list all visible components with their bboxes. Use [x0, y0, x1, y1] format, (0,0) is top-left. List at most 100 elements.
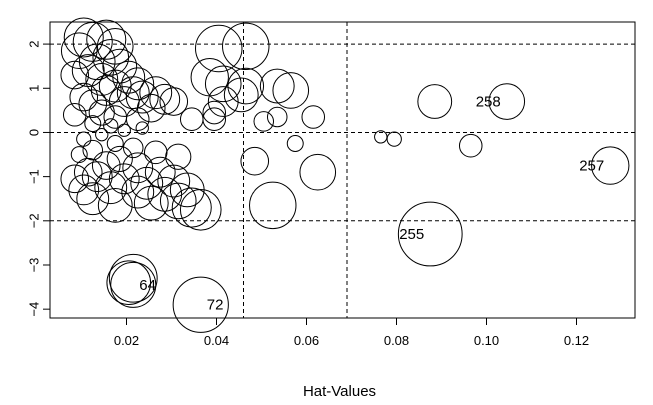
data-bubble: [139, 76, 173, 110]
data-bubble: [172, 276, 229, 333]
data-bubble: [108, 253, 158, 303]
data-bubble: [106, 145, 133, 173]
data-bubble: [92, 39, 130, 76]
data-bubble: [110, 261, 157, 308]
data-bubble: [60, 164, 90, 194]
data-bubble: [78, 89, 108, 119]
data-bubble: [286, 135, 304, 152]
y-tick-label: 1: [27, 85, 42, 92]
data-bubble: [130, 166, 164, 200]
data-bubble: [144, 156, 176, 188]
data-bubble: [121, 175, 155, 209]
data-bubble: [179, 107, 204, 131]
y-tick-label: −2: [27, 213, 42, 228]
data-bubble: [106, 135, 124, 152]
data-bubble: [157, 164, 191, 198]
data-bubble: [223, 77, 259, 113]
data-bubble: [76, 131, 92, 147]
data-bubble: [135, 121, 149, 135]
y-tick-label: −1: [27, 169, 42, 184]
point-label: 64: [139, 277, 156, 294]
x-tick-label: 0.02: [114, 333, 139, 348]
data-bubble: [84, 115, 102, 133]
point-label: 257: [579, 158, 604, 175]
x-axis-title: Hat-Values: [303, 383, 376, 400]
data-bubble: [301, 105, 326, 129]
data-bubble: [458, 133, 483, 158]
data-bubble: [121, 67, 155, 101]
data-bubble: [63, 17, 104, 58]
data-bubble: [171, 187, 212, 228]
data-bubble: [227, 67, 265, 105]
data-bubble: [117, 123, 131, 137]
data-bubble: [374, 130, 388, 144]
x-tick-label: 0.08: [384, 333, 409, 348]
data-bubble: [488, 83, 526, 120]
data-bubble: [591, 146, 630, 185]
data-bubble: [73, 157, 103, 187]
x-tick-label: 0.12: [564, 333, 589, 348]
data-bubble: [179, 188, 222, 231]
data-bubble: [204, 65, 242, 103]
data-bubble: [68, 174, 100, 206]
data-bubble: [417, 84, 453, 119]
data-bubble: [60, 32, 98, 70]
data-bubble: [272, 72, 310, 109]
data-bubble: [253, 111, 275, 132]
data-bubble: [60, 60, 90, 90]
data-bubble: [103, 118, 119, 134]
data-bubble: [259, 68, 295, 104]
data-bubble: [125, 107, 150, 131]
data-bubble: [108, 163, 140, 195]
data-bubble: [299, 153, 337, 191]
data-bubble: [165, 143, 192, 170]
y-axis: 2 1 0 −1 −2 −3 −4: [27, 40, 50, 317]
point-labels: 258 257 255 64 72: [139, 94, 604, 314]
data-bubble: [82, 139, 104, 161]
data-bubble: [103, 105, 128, 129]
data-bubble: [195, 24, 243, 73]
y-tick-label: −3: [27, 258, 42, 273]
data-bubble: [222, 22, 270, 71]
data-bubble: [76, 182, 110, 216]
data-bubble: [266, 106, 288, 128]
x-tick-label: 0.06: [294, 333, 319, 348]
data-bubble: [81, 161, 113, 193]
data-bubble: [159, 182, 197, 220]
data-bubble: [397, 201, 463, 267]
data-bubble: [133, 185, 169, 221]
data-bubble: [190, 58, 229, 97]
data-bubble: [202, 100, 227, 125]
data-bubble: [125, 80, 159, 114]
reference-lines: [50, 22, 635, 318]
x-tick-label: 0.10: [474, 333, 499, 348]
data-bubble: [122, 152, 154, 184]
data-bubble: [95, 127, 109, 142]
data-bubble: [122, 137, 144, 159]
data-bubble: [106, 260, 152, 305]
data-bubble: [70, 146, 88, 164]
data-bubble: [249, 181, 297, 230]
data-bubble: [69, 82, 99, 112]
bubbles: [60, 17, 630, 333]
plot-frame: [49, 21, 636, 319]
data-bubble: [207, 86, 239, 117]
data-bubble: [159, 87, 189, 116]
data-bubble: [97, 187, 133, 223]
y-tick-label: 0: [27, 129, 42, 136]
point-label: 255: [399, 226, 424, 243]
data-bubble: [147, 176, 183, 212]
data-bubble: [143, 140, 168, 165]
y-tick-label: −4: [27, 302, 42, 317]
data-bubble: [91, 151, 121, 180]
data-bubble: [62, 103, 87, 127]
data-bubble: [71, 54, 105, 88]
data-bubble: [149, 83, 181, 115]
data-bubble: [386, 131, 402, 147]
data-bubble: [240, 146, 270, 176]
data-bubble: [88, 99, 115, 126]
x-axis: 0.02 0.04 0.06 0.08 0.10 0.12: [114, 318, 589, 348]
point-label: 72: [207, 297, 224, 314]
x-tick-label: 0.04: [204, 333, 229, 348]
